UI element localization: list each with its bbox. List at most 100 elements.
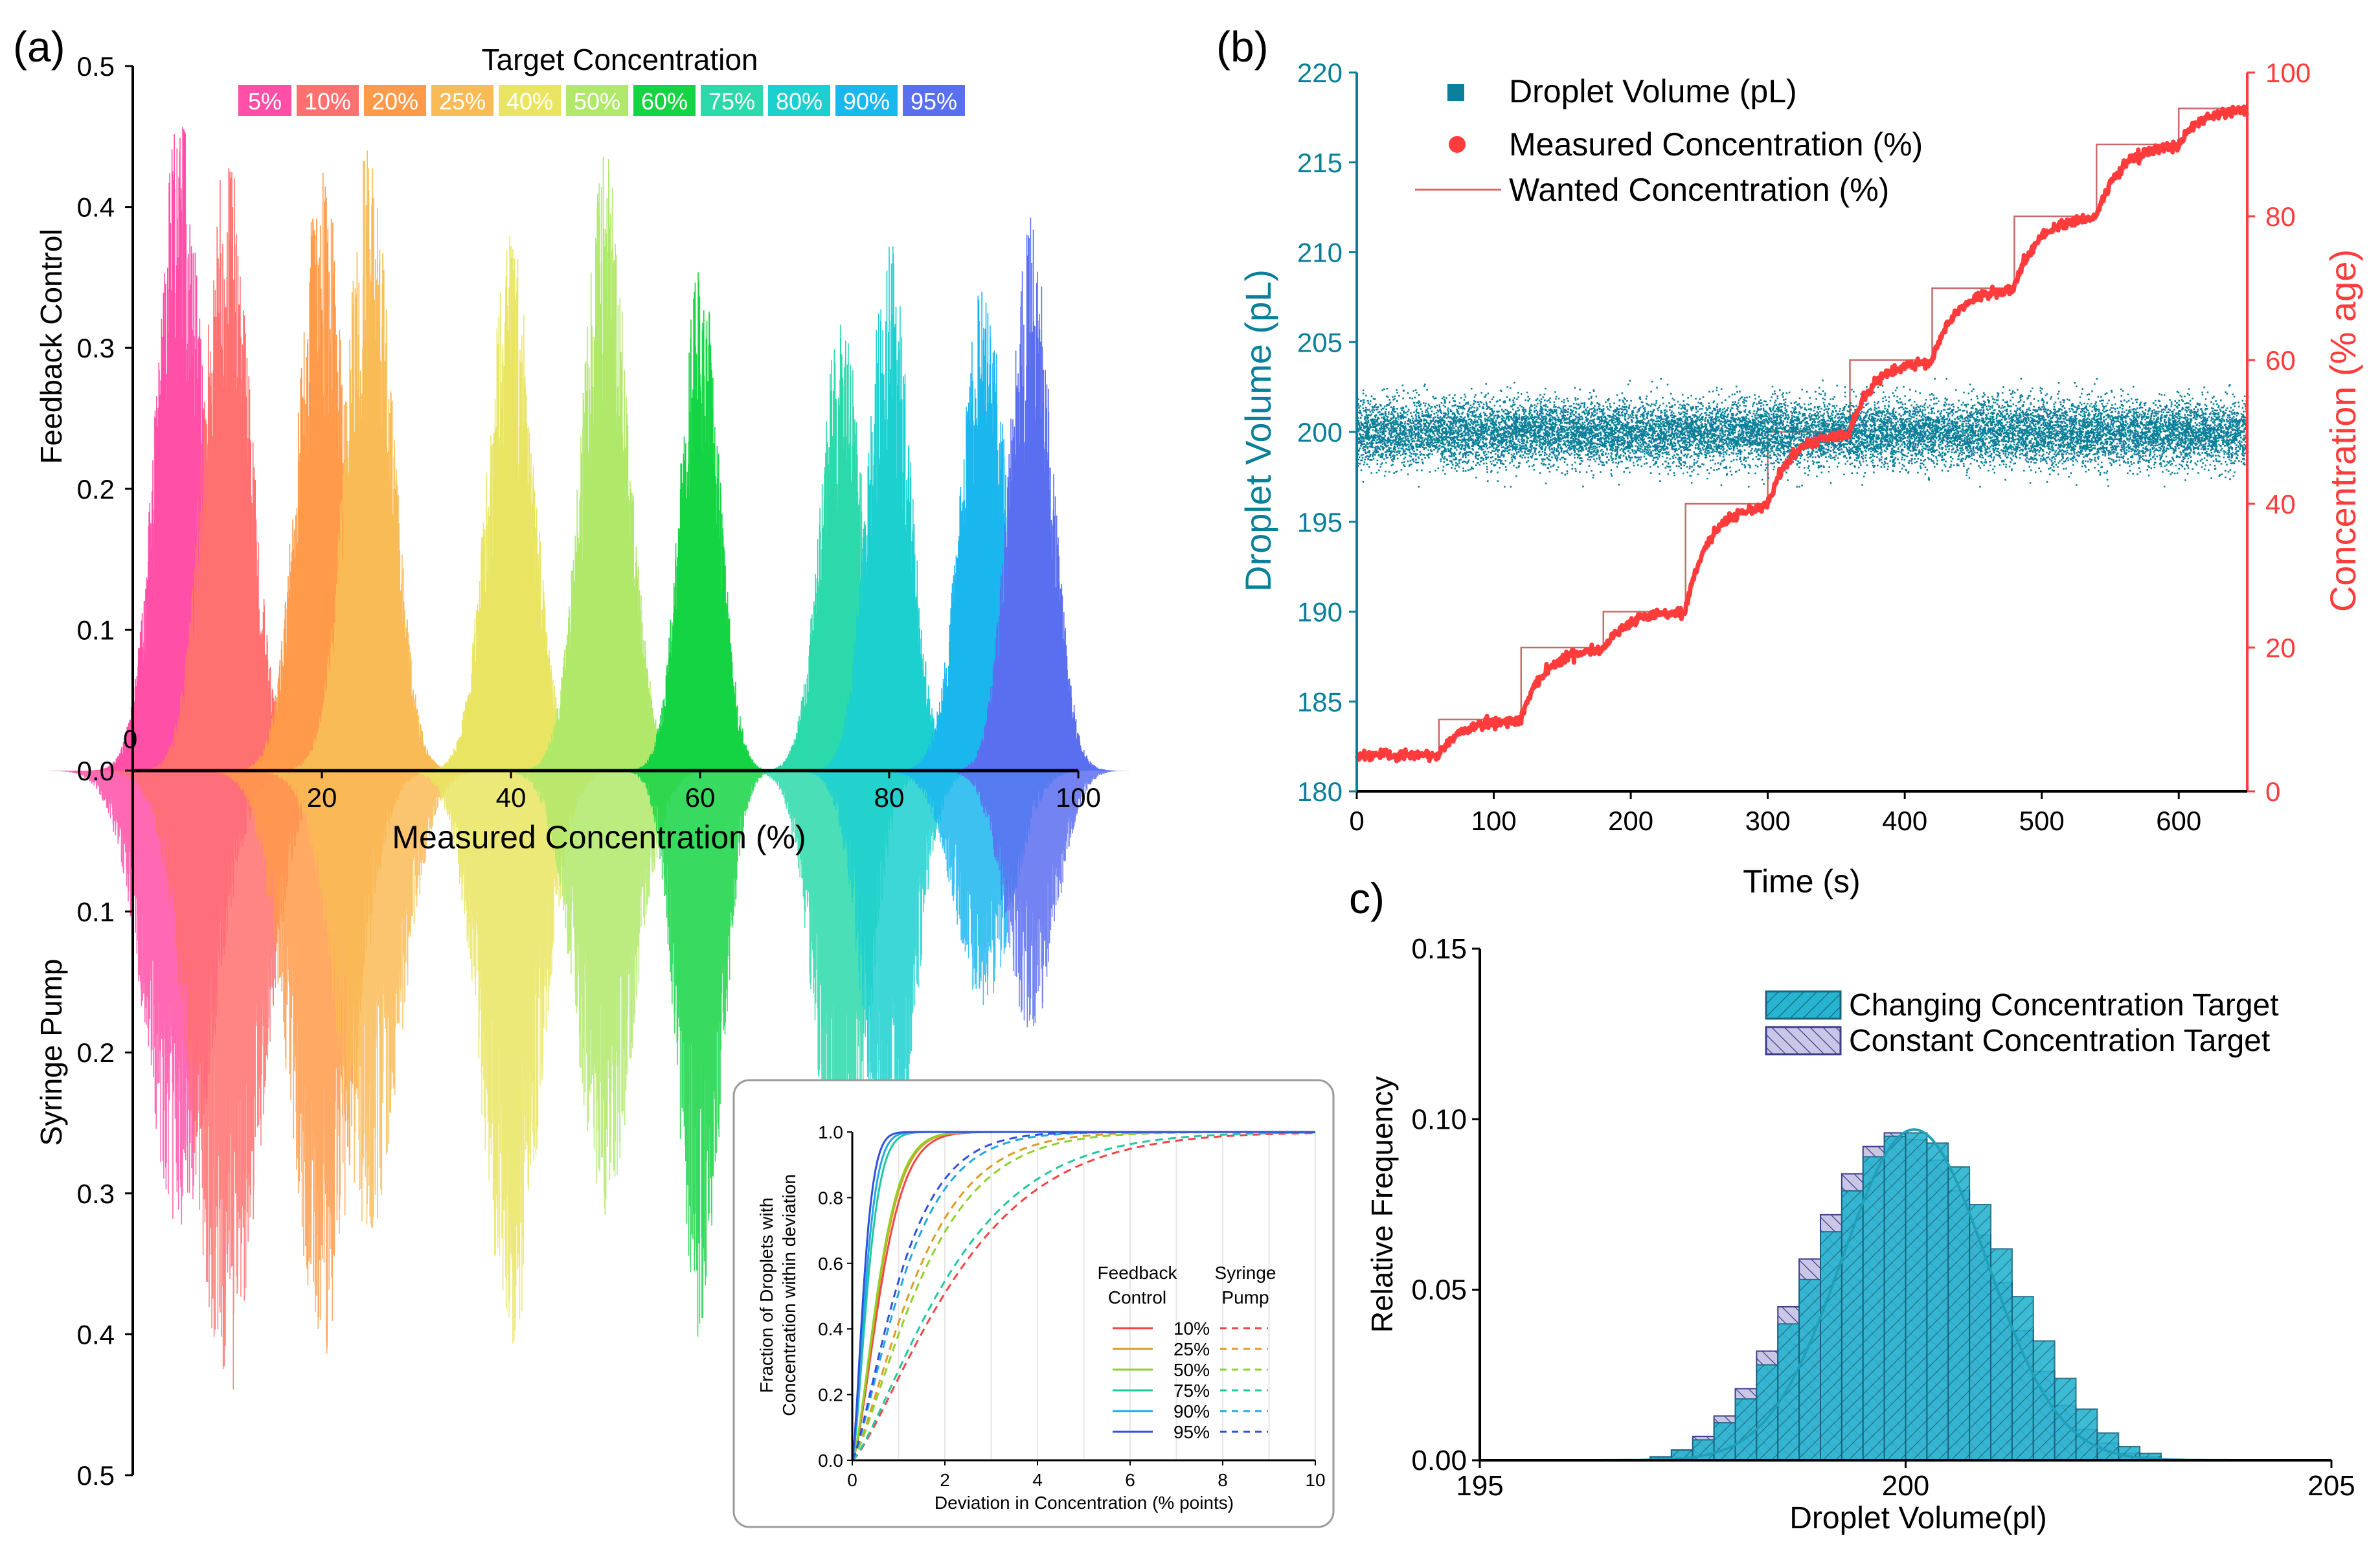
legend-label-wanted-concentration: Wanted Concentration (%) [1509,172,1889,208]
panel-a-label: (a) [13,23,65,71]
inset-syringe-curve-75% [851,1131,1316,1462]
tick-label-b-x-600: 600 [2156,806,2201,836]
tick-label-b-right-80: 80 [2265,201,2296,232]
tick-label-a-top-0.0: 0.0 [77,756,115,786]
panel-b-wanted-concentration [1357,107,2247,756]
panel-b-xlabel: Time (s) [1743,863,1860,899]
legend-swatch-75% [701,85,763,116]
inset-feedback-curve-95% [851,1131,1315,1461]
panel-a-origin-label: 0 [123,725,137,754]
tick-label-inset-y-0.4: 0.4 [818,1319,843,1339]
tick-label-b-left-200: 200 [1297,417,1343,447]
tick-label-b-x-500: 500 [2019,806,2065,836]
tick-label-b-x-200: 200 [1608,806,1653,836]
changing-target-bar [1777,1323,1800,1462]
tick-label-a-x-100: 100 [1056,782,1101,813]
legend-label-75%: 75% [708,88,755,115]
inset-ylabel-line2: Concentration within deviation [779,1174,799,1416]
panel-b-ticks: 0 100 200 300 400 500 600180185190195200205210… [1297,58,2311,836]
tick-label-b-left-205: 205 [1297,327,1343,357]
changing-target-bar [1947,1166,1971,1461]
tick-label-a-x-80: 80 [874,782,905,813]
panel-a-ylabel-top: Feedback Control [34,229,68,464]
inset-legend-label-25%: 25% [1173,1339,1210,1359]
panel-b-ylabel-left: Droplet Volume (pL) [1238,269,1278,592]
panel-b: (b) 0 100 200 300 400 500 60018018519019520020… [1216,23,2363,899]
inset-legend-sp-header-1: Syringe [1215,1263,1276,1283]
inset-legend-label-75%: 75% [1173,1381,1210,1401]
legend-label-droplet-volume: Droplet Volume (pL) [1509,73,1797,109]
changing-target-bar [2011,1296,2034,1461]
panel-c-label: c) [1349,874,1385,922]
panel-c-xlabel: Droplet Volume(pl) [1789,1501,2047,1535]
tick-label-inset-y-0.6: 0.6 [818,1254,843,1274]
changing-target-bar [1756,1364,1779,1462]
changing-target-bar [2054,1377,2077,1462]
measured-concentration-line [1354,104,2250,763]
tick-label-b-x-100: 100 [1471,806,1516,836]
panel-c-ylabel: Relative Frequency [1365,1076,1399,1333]
tick-label-a-top-0.5: 0.5 [77,51,115,82]
changing-target-bar [2032,1340,2056,1462]
panel-b-measured-concentration [1354,104,2250,763]
droplet-volume-points [1357,378,2249,488]
tick-label-b-x-400: 400 [1882,806,1927,836]
inset-legend-fb-header-1: Feedback [1098,1263,1178,1283]
legend-marker-measured-concentration [1449,136,1466,153]
tick-label-inset-y-0.2: 0.2 [818,1385,843,1405]
tick-label-a-bottom-0.4: 0.4 [77,1319,115,1350]
legend-label-95%: 95% [911,88,957,115]
tick-label-b-right-40: 40 [2265,489,2296,519]
tick-label-b-x-0: 0 [1349,806,1364,836]
tick-label-b-left-220: 220 [1297,58,1343,88]
legend-label-measured-concentration: Measured Concentration (%) [1509,126,1923,163]
legend-swatch-60% [633,85,696,116]
tick-label-b-right-20: 20 [2265,633,2296,663]
tick-label-inset-x-0: 0 [847,1470,857,1490]
inset-legend-label-10%: 10% [1173,1318,1210,1339]
inset-frame [732,1079,1335,1528]
inset-xlabel: Deviation in Concentration (% points) [935,1493,1234,1513]
panel-a-legend: 5% 10% 20% 25% 40% 50% 60% 75% 80% 90% 95% [238,85,965,116]
tick-label-a-x-60: 60 [685,782,716,813]
wanted-concentration-line [1357,107,2247,756]
panel-c: c) 195 200 205 0.00 0.05 0.10 0.15 Droplet Vol… [1349,874,2355,1535]
changing-target-bar [1926,1142,1949,1461]
tick-label-a-bottom-0.3: 0.3 [77,1179,115,1209]
legend-marker-constant-target [1765,1026,1842,1056]
tick-label-inset-x-2: 2 [940,1470,950,1490]
tick-label-a-bottom-0.2: 0.2 [77,1037,115,1068]
legend-label-80%: 80% [776,88,822,115]
inset-curves [851,1131,1316,1462]
changing-target-bar [1969,1204,1991,1461]
tick-label-inset-x-4: 4 [1032,1470,1043,1490]
tick-label-c-x-195: 195 [1456,1470,1503,1502]
tick-label-a-top-0.4: 0.4 [77,192,115,223]
tick-label-c-x-205: 205 [2307,1470,2355,1502]
panel-c-ticks: 195 200 205 0.00 0.05 0.10 0.15 [1411,933,2355,1502]
legend-label-25%: 25% [439,88,486,115]
tick-label-inset-x-8: 8 [1218,1470,1228,1490]
tick-label-c-y-0.05: 0.05 [1411,1274,1467,1306]
changing-target-bar [1798,1278,1821,1462]
tick-label-a-bottom-0.5: 0.5 [77,1460,115,1491]
tick-label-b-left-180: 180 [1297,776,1343,807]
panel-b-label: (b) [1216,23,1269,71]
tick-label-b-left-215: 215 [1297,148,1343,178]
tick-label-a-top-0.1: 0.1 [77,615,115,645]
changing-target-bar [1734,1398,1758,1461]
tick-label-b-right-100: 100 [2265,58,2311,88]
legend-swatch-95% [903,85,965,116]
legend-swatch-25% [431,85,493,116]
tick-label-a-top-0.2: 0.2 [77,474,115,504]
legend-label-5%: 5% [248,88,282,115]
legend-label-40%: 40% [506,88,553,115]
panel-a: (a) 0.00.10.20.30.40.50.10.20.30.40.520 4… [13,23,1130,1491]
panel-a-xlabel: Measured Concentration (%) [392,819,806,855]
panel-a-legend-title: Target Concentration [481,43,758,76]
tick-label-b-right-60: 60 [2265,345,2296,376]
tick-label-b-left-190: 190 [1297,597,1343,628]
legend-swatch-80% [768,85,830,116]
inset-legend-fb-header-2: Control [1108,1287,1166,1307]
